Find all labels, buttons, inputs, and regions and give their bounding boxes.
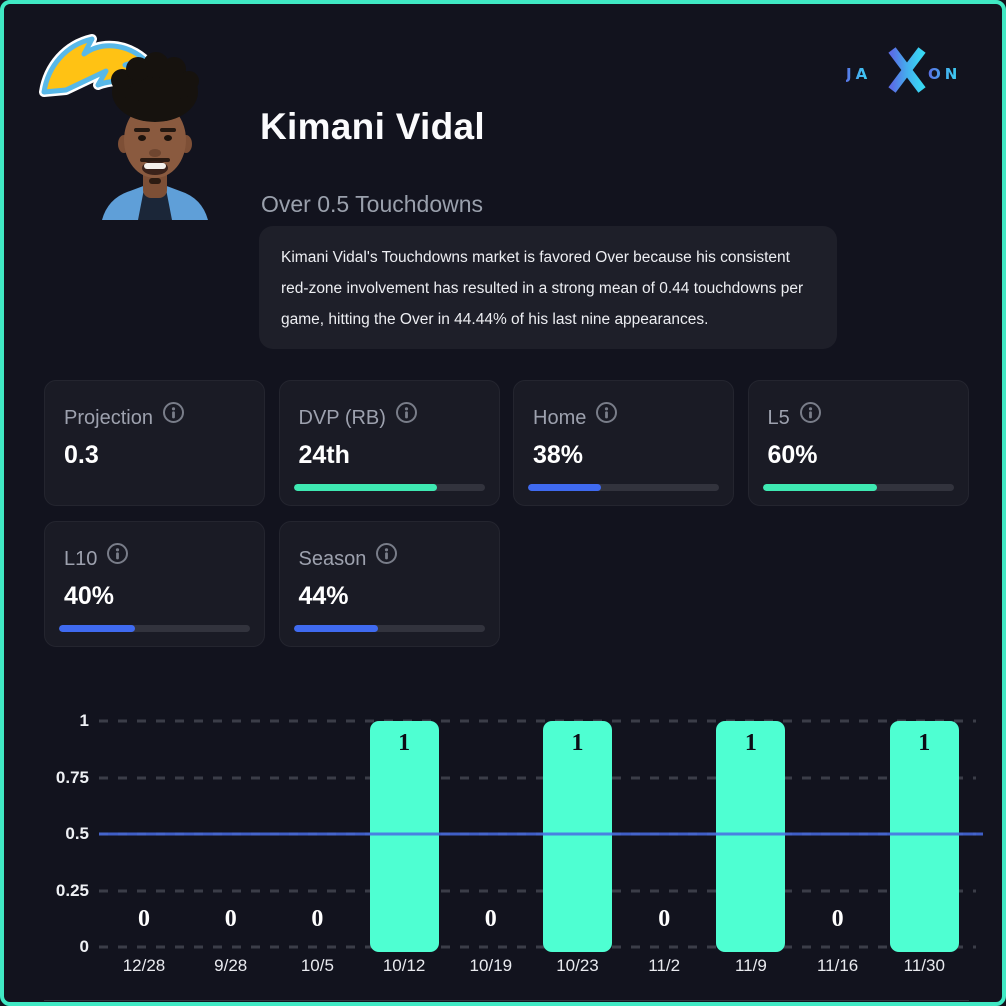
stat-card-home: Home 38% xyxy=(513,380,734,506)
stat-card-value: 44% xyxy=(298,582,349,610)
info-icon[interactable] xyxy=(106,542,129,565)
x-tick-label: 10/12 xyxy=(382,956,426,975)
gridline xyxy=(99,719,976,723)
stat-progress-fill xyxy=(293,625,378,632)
stat-card-label: Season xyxy=(298,548,367,570)
stat-card-value: 40% xyxy=(64,582,115,610)
stat-card-projection: Projection 0.3 xyxy=(44,380,265,506)
x-tick-label: 11/9 xyxy=(734,956,767,975)
y-tick-label: 0.5 xyxy=(65,824,89,843)
bar-value-label: 1 xyxy=(571,730,584,756)
market-label: Over 0.5 Touchdowns xyxy=(261,191,484,217)
stat-progress-fill xyxy=(528,484,601,491)
stat-card-l10: L10 40% xyxy=(44,521,265,647)
x-tick-label: 9/28 xyxy=(214,956,248,975)
x-tick-label: 10/23 xyxy=(556,956,599,975)
bar-value-label: 0 xyxy=(658,906,671,932)
stat-progress-track xyxy=(762,484,954,491)
stat-card-value: 24th xyxy=(298,441,350,469)
chart-bar[interactable] xyxy=(543,721,612,952)
touchdowns-history-chart: 0 0.25 0.5 0.75 1 0 0 0 1 0 1 0 1 0 1 12/28 9/28 10/5 10/1… xyxy=(4,694,1006,1006)
gridline xyxy=(99,945,976,949)
y-tick-label: 1 xyxy=(79,711,89,730)
bar-value-label: 0 xyxy=(831,906,844,932)
stat-card-dvp: DVP (RB) 24th xyxy=(278,380,500,506)
info-icon[interactable] xyxy=(395,401,418,424)
stat-card-l5: L5 60% xyxy=(747,380,969,506)
bottom-divider xyxy=(44,1000,969,1001)
bar-value-label: 0 xyxy=(138,906,150,932)
info-icon[interactable] xyxy=(595,401,618,424)
chart-bar[interactable] xyxy=(369,721,439,952)
stat-progress-track xyxy=(528,484,719,491)
player-headshot xyxy=(102,52,208,220)
stat-card-label: Projection xyxy=(64,407,153,429)
betting-line xyxy=(99,832,983,836)
stat-progress-track xyxy=(293,484,485,491)
stat-progress-track xyxy=(293,625,485,632)
x-tick-label: 10/19 xyxy=(469,956,513,975)
gridline xyxy=(99,776,976,779)
bar-value-label: 1 xyxy=(918,730,931,756)
y-tick-label: 0 xyxy=(79,937,89,956)
info-icon[interactable] xyxy=(799,401,822,424)
bar-value-label: 1 xyxy=(398,730,411,756)
stat-progress-track xyxy=(59,625,250,632)
gridline xyxy=(99,889,976,892)
stat-card-value: 0.3 xyxy=(64,441,99,469)
stat-card-label: L10 xyxy=(64,548,98,570)
bar-value-label: 0 xyxy=(224,906,237,932)
stat-progress-fill xyxy=(293,484,437,491)
x-tick-label: 11/2 xyxy=(648,956,681,975)
market-description: Kimani Vidal's Touchdowns market is favo… xyxy=(259,226,837,349)
info-icon[interactable] xyxy=(375,542,398,565)
y-tick-label: 0.25 xyxy=(55,880,89,900)
brand-letters-on: ON xyxy=(928,65,961,83)
bar-value-label: 1 xyxy=(744,730,757,756)
brand-letters-ja: JA xyxy=(846,65,871,83)
y-tick-label: 0.75 xyxy=(55,767,89,787)
player-name: Kimani Vidal xyxy=(260,106,485,147)
stat-card-label: DVP (RB) xyxy=(298,407,386,429)
chart-bar[interactable] xyxy=(889,721,959,952)
stat-card-label: Home xyxy=(533,407,587,429)
x-tick-label: 10/5 xyxy=(300,956,334,975)
brand-logo-jaxon: JA ON xyxy=(846,47,961,93)
stat-card-value: 60% xyxy=(767,441,818,469)
bar-value-label: 0 xyxy=(484,906,497,932)
info-icon[interactable] xyxy=(162,401,185,424)
x-tick-label: 12/28 xyxy=(122,956,166,975)
x-tick-label: 11/30 xyxy=(903,956,945,975)
x-tick-label: 11/16 xyxy=(816,956,859,975)
stat-card-label: L5 xyxy=(767,407,790,429)
stat-cards-grid: Projection 0.3 DVP (RB) 24th Home 38% L5… xyxy=(44,380,970,647)
stat-progress-fill xyxy=(59,625,136,632)
stat-card-season: Season 44% xyxy=(278,521,500,647)
bar-value-label: 0 xyxy=(311,906,324,932)
stat-card-value: 38% xyxy=(533,441,584,469)
chart-bar[interactable] xyxy=(716,721,786,952)
stat-progress-fill xyxy=(762,484,878,491)
